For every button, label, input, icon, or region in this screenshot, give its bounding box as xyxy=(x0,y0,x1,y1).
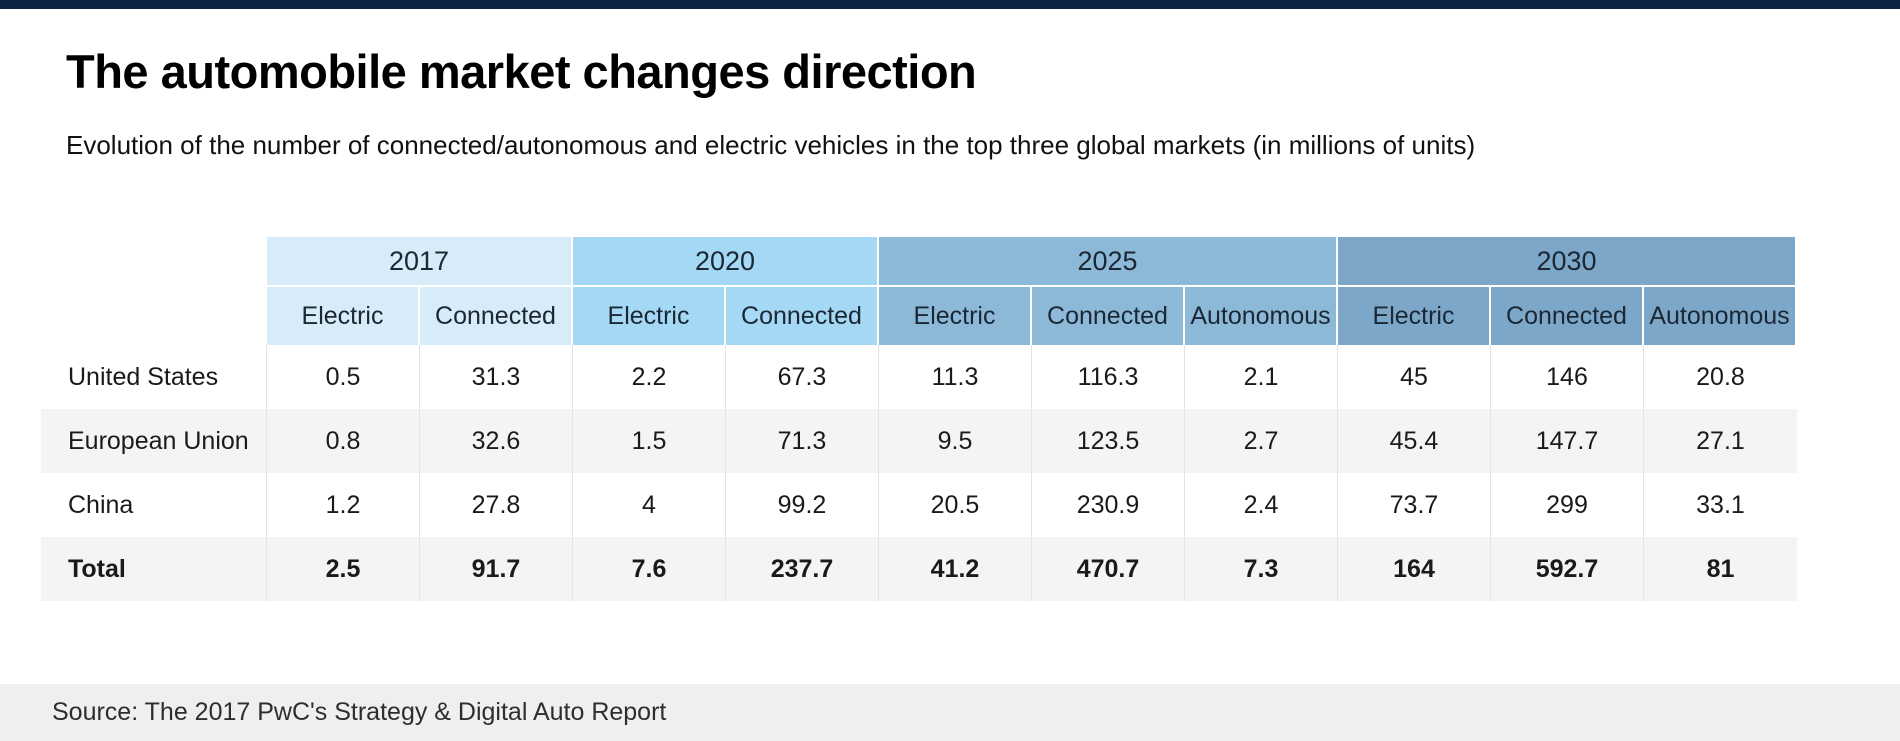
metric-header-2017-connected: Connected xyxy=(420,287,573,345)
data-cell: 147.7 xyxy=(1491,409,1644,473)
year-header-2017: 2017 xyxy=(267,237,573,287)
data-cell: 7.6 xyxy=(573,537,726,601)
row-label: European Union xyxy=(41,409,267,473)
row-label: United States xyxy=(41,345,267,409)
header-spacer xyxy=(41,237,267,287)
metric-header-2020-electric: Electric xyxy=(573,287,726,345)
metric-header-2020-connected: Connected xyxy=(726,287,879,345)
data-cell: 9.5 xyxy=(879,409,1032,473)
vehicles-table: 2017 2020 2025 2030 Electric Connected Electri… xyxy=(41,237,1797,601)
data-cell: 592.7 xyxy=(1491,537,1644,601)
header-spacer xyxy=(41,287,267,345)
metric-header-2025-electric: Electric xyxy=(879,287,1032,345)
data-cell: 2.5 xyxy=(267,537,420,601)
table-row: Total 2.5 91.7 7.6 237.7 41.2 470.7 7.3 164 592.7… xyxy=(41,537,1797,601)
data-cell: 123.5 xyxy=(1032,409,1185,473)
data-cell: 146 xyxy=(1491,345,1644,409)
table-row: United States 0.5 31.3 2.2 67.3 11.3 116.3 2.1 4… xyxy=(41,345,1797,409)
data-cell: 27.8 xyxy=(420,473,573,537)
data-cell: 20.5 xyxy=(879,473,1032,537)
data-cell: 116.3 xyxy=(1032,345,1185,409)
row-label: Total xyxy=(41,537,267,601)
metric-header-2030-autonomous: Autonomous xyxy=(1644,287,1797,345)
data-cell: 7.3 xyxy=(1185,537,1338,601)
data-cell: 0.8 xyxy=(267,409,420,473)
data-cell: 81 xyxy=(1706,554,1735,583)
page-title: The automobile market changes direction xyxy=(66,45,977,98)
row-label: China xyxy=(41,473,267,537)
data-cell: 20.8 xyxy=(1696,362,1745,391)
table-row: European Union 0.8 32.6 1.5 71.3 9.5 123.5 2.7 4… xyxy=(41,409,1797,473)
year-header-2030: 2030 xyxy=(1338,237,1797,287)
data-cell: 99.2 xyxy=(726,473,879,537)
data-cell: 237.7 xyxy=(726,537,879,601)
data-cell: 45.4 xyxy=(1338,409,1491,473)
data-cell: 32.6 xyxy=(420,409,573,473)
data-cell: 2.1 xyxy=(1185,345,1338,409)
data-cell: 73.7 xyxy=(1338,473,1491,537)
page-subtitle: Evolution of the number of connected/aut… xyxy=(66,130,1476,160)
metric-header-2030-electric: Electric xyxy=(1338,287,1491,345)
year-header-row: 2017 2020 2025 2030 xyxy=(41,237,1797,287)
data-cell: 230.9 xyxy=(1032,473,1185,537)
table-row: China 1.2 27.8 4 99.2 20.5 230.9 2.4 73.7 299 33.1 xyxy=(41,473,1797,537)
data-cell: 31.3 xyxy=(420,345,573,409)
metric-header-2025-autonomous: Autonomous xyxy=(1185,287,1338,345)
data-cell: 299 xyxy=(1491,473,1644,537)
data-cell: 2.7 xyxy=(1185,409,1338,473)
data-cell: 91.7 xyxy=(420,537,573,601)
data-cell: 71.3 xyxy=(726,409,879,473)
data-cell: 27.1 xyxy=(1696,426,1745,455)
data-cell: 11.3 xyxy=(879,345,1032,409)
data-cell: 2.4 xyxy=(1185,473,1338,537)
data-cell: 164 xyxy=(1338,537,1491,601)
data-cell: 0.5 xyxy=(267,345,420,409)
year-header-2020: 2020 xyxy=(573,237,879,287)
top-accent-bar xyxy=(0,0,1900,9)
data-cell: 67.3 xyxy=(726,345,879,409)
metric-header-2017-electric: Electric xyxy=(267,287,420,345)
footer-band: Source: The 2017 PwC's Strategy & Digita… xyxy=(0,684,1900,741)
data-cell: 470.7 xyxy=(1032,537,1185,601)
metric-header-2025-connected: Connected xyxy=(1032,287,1185,345)
metric-header-2030-connected: Connected xyxy=(1491,287,1644,345)
data-cell: 2.2 xyxy=(573,345,726,409)
data-cell: 33.1 xyxy=(1696,490,1745,519)
data-cell: 1.5 xyxy=(573,409,726,473)
year-header-2025: 2025 xyxy=(879,237,1338,287)
data-cell: 1.2 xyxy=(267,473,420,537)
data-cell: 45 xyxy=(1338,345,1491,409)
data-cell: 41.2 xyxy=(879,537,1032,601)
metric-header-row: Electric Connected Electric Connected Electr… xyxy=(41,287,1797,345)
source-text: Source: The 2017 PwC's Strategy & Digita… xyxy=(52,698,667,726)
data-cell: 4 xyxy=(573,473,726,537)
